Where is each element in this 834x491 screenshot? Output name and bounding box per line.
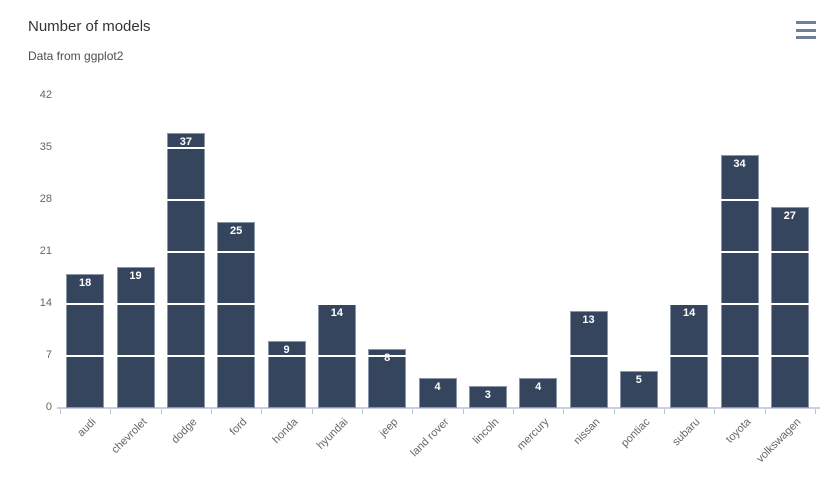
bar-audi[interactable] xyxy=(66,274,105,408)
bar-ford[interactable] xyxy=(217,222,256,408)
chart-title: Number of models xyxy=(28,18,151,35)
bar-lincoln[interactable] xyxy=(468,385,507,408)
bar-value-label: 13 xyxy=(582,314,595,327)
gridline xyxy=(60,355,815,357)
x-axis-tick xyxy=(160,409,162,414)
y-axis-label: 14 xyxy=(39,297,52,309)
gridline xyxy=(60,95,815,97)
x-axis-tick xyxy=(362,409,363,414)
x-axis-tick xyxy=(513,409,514,414)
bar-value-label: 25 xyxy=(230,225,243,238)
bar-value-label: 8 xyxy=(384,351,391,364)
gridline xyxy=(60,199,815,201)
y-axis-label: 42 xyxy=(39,89,52,101)
bar-chevrolet[interactable] xyxy=(116,266,155,408)
gridline xyxy=(60,147,815,149)
gridline xyxy=(60,251,815,253)
bar-value-label: 19 xyxy=(129,269,142,282)
hamburger-menu-icon xyxy=(796,28,816,32)
bar-value-label: 9 xyxy=(283,344,290,357)
bar-value-label: 14 xyxy=(330,307,343,319)
bar-value-label: 18 xyxy=(79,277,92,290)
x-axis-tick xyxy=(714,409,716,414)
x-axis-tick xyxy=(563,409,565,414)
bar-value-label: 27 xyxy=(783,210,796,223)
export-menu-button[interactable] xyxy=(793,19,819,41)
bar-value-label: 5 xyxy=(635,373,642,386)
gridline xyxy=(60,303,815,305)
bar-toyota[interactable] xyxy=(720,155,759,408)
y-axis-label: 0 xyxy=(45,401,52,413)
chart-subtitle: Data from ggplot2 xyxy=(28,49,124,63)
x-axis-tick xyxy=(261,409,263,414)
x-axis-tick xyxy=(211,409,212,414)
bar-value-label: 14 xyxy=(683,307,696,319)
bar-honda[interactable] xyxy=(267,341,306,408)
bar-value-label: 3 xyxy=(484,388,491,401)
bar-value-label: 34 xyxy=(733,158,746,171)
x-axis-tick xyxy=(412,409,414,414)
x-axis-tick xyxy=(764,409,766,414)
x-axis-tick xyxy=(110,409,112,414)
bar-land-rover[interactable] xyxy=(418,378,457,408)
bar-jeep[interactable] xyxy=(368,348,407,408)
x-axis-tick xyxy=(462,409,464,414)
bar-volkswagen[interactable] xyxy=(770,207,809,408)
x-axis-tick xyxy=(613,409,615,414)
x-axis-tick xyxy=(311,409,313,414)
y-axis-label: 21 xyxy=(39,245,52,257)
hamburger-menu-icon xyxy=(796,21,816,24)
y-axis-label: 28 xyxy=(39,193,52,205)
bar-value-label: 4 xyxy=(434,381,441,394)
bar-nissan[interactable] xyxy=(569,311,608,408)
bar-value-label: 4 xyxy=(535,381,542,394)
bar-dodge[interactable] xyxy=(166,133,205,408)
bar-pontiac[interactable] xyxy=(619,370,658,408)
hamburger-menu-icon xyxy=(796,36,816,39)
bar-value-label: 37 xyxy=(179,136,192,149)
x-axis-tick xyxy=(60,409,61,414)
x-axis-tick xyxy=(815,409,816,414)
bar-mercury[interactable] xyxy=(519,378,558,408)
x-axis-tick xyxy=(664,409,665,414)
x-axis-line xyxy=(57,407,820,409)
y-axis-label: 7 xyxy=(45,349,52,361)
y-axis-label: 35 xyxy=(39,141,52,153)
